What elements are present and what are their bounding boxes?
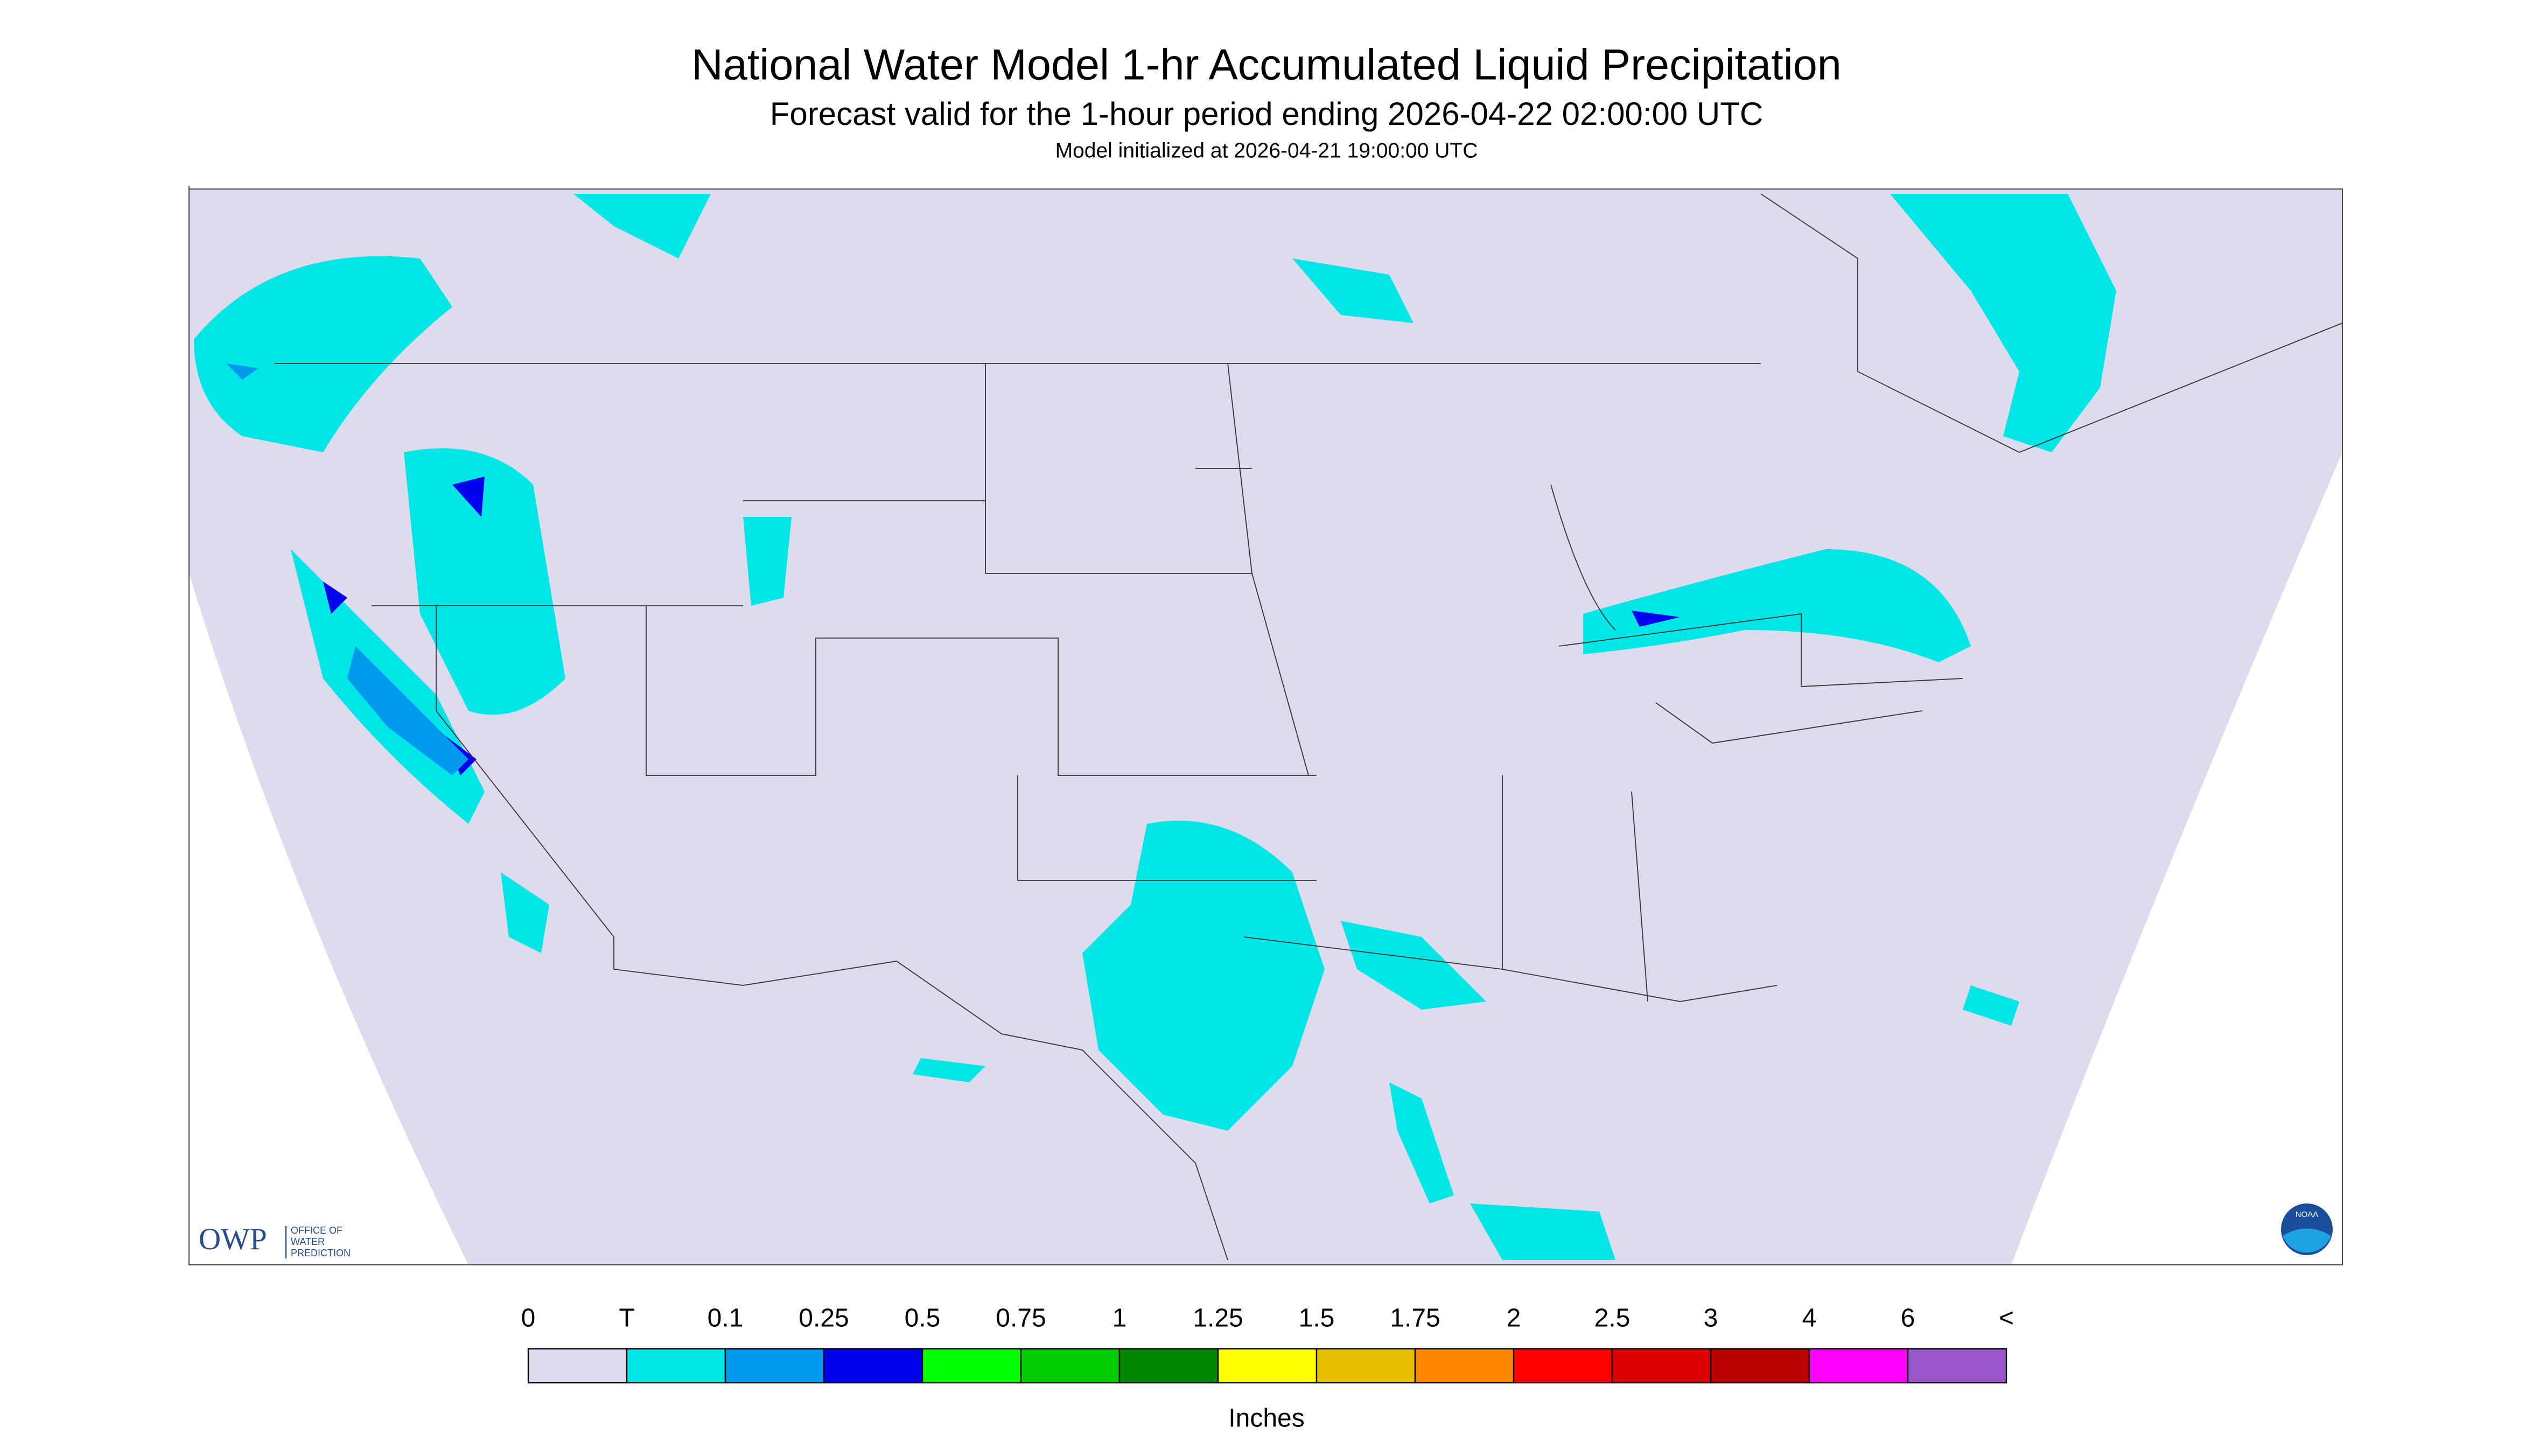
- legend-swatch: [1217, 1348, 1318, 1384]
- owp-logo-line: OFFICE OF: [291, 1225, 342, 1236]
- legend-label: 2.5: [1594, 1304, 1631, 1333]
- title: National Water Model 1-hr Accumulated Li…: [691, 40, 1842, 89]
- boundaries: [188, 186, 2343, 1265]
- legend-swatch: [1710, 1348, 1810, 1384]
- owp-logo-text: OWP: [199, 1222, 267, 1256]
- legend-swatch: [1118, 1348, 1219, 1384]
- legend-label: 4: [1802, 1304, 1817, 1333]
- legend-label: 0.75: [996, 1304, 1046, 1333]
- legend-swatch: [1513, 1348, 1613, 1384]
- legend-label: 0.1: [708, 1304, 744, 1333]
- legend-swatch: [823, 1348, 923, 1384]
- legend-swatch: [527, 1348, 628, 1384]
- legend-label: 0.5: [905, 1304, 941, 1333]
- legend: 0 T 0.1 0.25 0.5 0.75 1 1.25 1.5 1.75 2 2.5 3 4 6 <: [521, 1304, 2014, 1384]
- legend-label: 0: [521, 1304, 536, 1333]
- legend-swatch: [1808, 1348, 1909, 1384]
- precip: [194, 194, 2116, 1261]
- domain: [189, 189, 2342, 1265]
- init-time: Model initialized at 2026-04-21 19:00:00…: [1055, 139, 1478, 162]
- legend-swatch: [724, 1348, 825, 1384]
- legend-swatch: [1020, 1348, 1121, 1384]
- subtitle: Forecast valid for the 1-hour period end…: [770, 96, 1763, 132]
- map: OWP OFFICE OF WATER PREDICTION NOAA: [188, 186, 2343, 1265]
- legend-label: 0.25: [799, 1304, 849, 1333]
- legend-label: 2: [1507, 1304, 1521, 1333]
- legend-label: 1.5: [1299, 1304, 1335, 1333]
- legend-label: 3: [1704, 1304, 1718, 1333]
- owp-logo-line: WATER: [291, 1236, 325, 1247]
- legend-label: <: [1999, 1304, 2014, 1333]
- legend-label: 1.75: [1390, 1304, 1440, 1333]
- legend-label: 1.25: [1193, 1304, 1243, 1333]
- legend-label: 6: [1901, 1304, 1915, 1333]
- owp-logo-line: PREDICTION: [291, 1248, 351, 1258]
- legend-label: T: [619, 1304, 634, 1333]
- legend-swatch: [921, 1348, 1022, 1384]
- noaa-logo: NOAA: [2281, 1203, 2333, 1256]
- legend-swatch: [1316, 1348, 1416, 1384]
- legend-swatch: [1611, 1348, 1712, 1384]
- legend-swatch: [626, 1348, 726, 1384]
- legend-label: 1: [1112, 1304, 1127, 1333]
- legend-swatch: [1414, 1348, 1515, 1384]
- legend-units: Inches: [1228, 1404, 1304, 1433]
- noaa-logo-text: NOAA: [2296, 1210, 2319, 1219]
- legend-swatch: [1907, 1348, 2007, 1384]
- owp-logo: OWP OFFICE OF WATER PREDICTION: [199, 1222, 351, 1259]
